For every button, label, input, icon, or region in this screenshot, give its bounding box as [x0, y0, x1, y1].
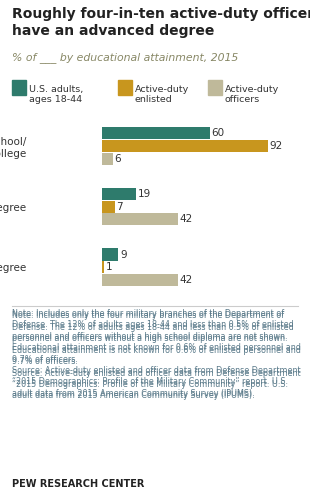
Text: % of ___ by educational attainment, 2015: % of ___ by educational attainment, 2015	[12, 52, 239, 63]
Bar	[102, 140, 268, 152]
Text: PEW RESEARCH CENTER: PEW RESEARCH CENTER	[12, 479, 145, 489]
Bar	[102, 261, 104, 273]
Bar	[102, 127, 210, 139]
Text: 42: 42	[179, 215, 193, 225]
Text: U.S. adults,
ages 18-44: U.S. adults, ages 18-44	[29, 85, 84, 105]
Text: Active-duty
enlisted: Active-duty enlisted	[135, 85, 189, 105]
Text: Note: Includes only the four military branches of the Department of Defense. The: Note: Includes only the four military br…	[12, 309, 301, 398]
Text: 42: 42	[179, 275, 193, 285]
Text: Active-duty
officers: Active-duty officers	[225, 85, 279, 105]
Text: Roughly four-in-ten active-duty officers
have an advanced degree: Roughly four-in-ten active-duty officers…	[12, 7, 310, 38]
Bar	[102, 249, 118, 260]
Text: 60: 60	[212, 128, 225, 138]
Text: 19: 19	[138, 189, 151, 199]
Bar	[102, 153, 113, 165]
Bar	[102, 213, 178, 226]
Bar	[102, 188, 136, 200]
Text: 9: 9	[120, 249, 126, 259]
Text: 6: 6	[114, 154, 121, 164]
Text: 92: 92	[269, 141, 282, 151]
Text: 7: 7	[116, 202, 123, 212]
Text: Note: Includes only the four military branches of the Department of Defense. The: Note: Includes only the four military br…	[12, 311, 301, 400]
Bar	[102, 201, 115, 213]
Bar	[102, 274, 178, 286]
Text: 1: 1	[105, 262, 112, 272]
